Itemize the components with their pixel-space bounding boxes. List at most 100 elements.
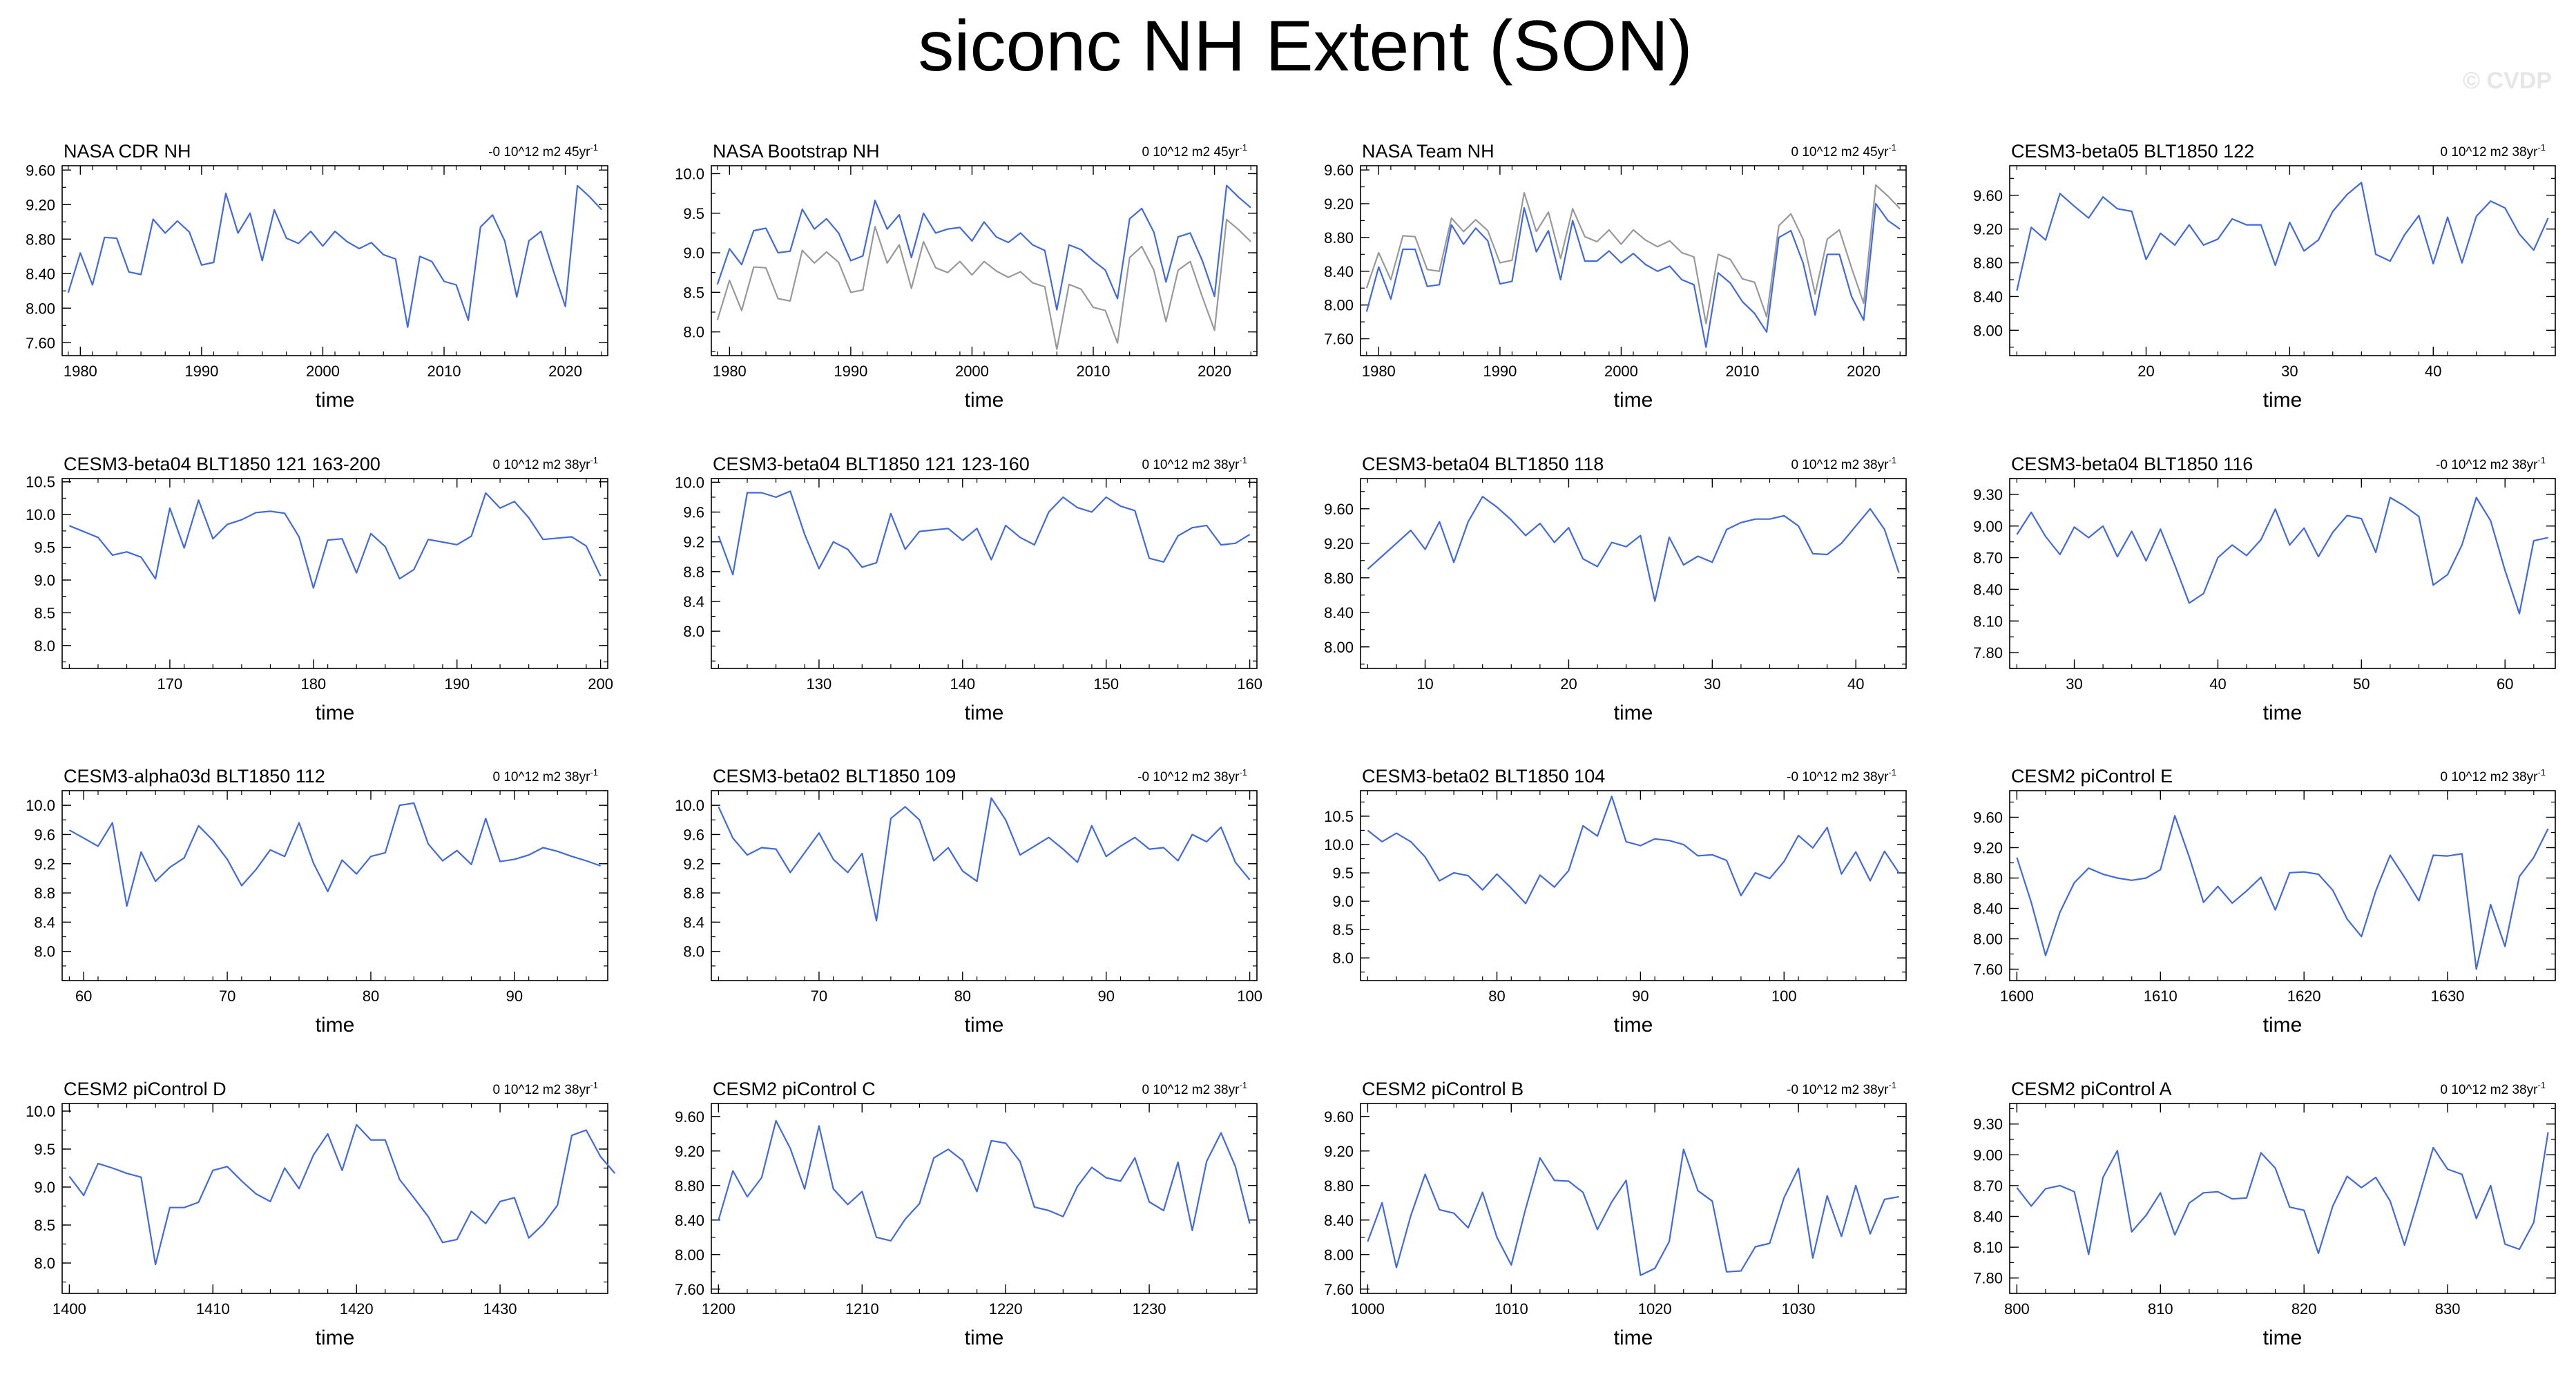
x-tick-label: 1210 [845,1300,879,1318]
panel-4: CESM3-beta05 BLT1850 122 0 10^12 m2 38yr-… [1973,141,2556,412]
trend-label: -0 10^12 m2 38yr-1 [1137,767,1247,784]
y-tick-label: 7.80 [1973,1270,2003,1287]
trend-value: 0 10^12 m2 45yr [1791,145,1889,160]
y-tick-label: 8.0 [34,637,55,655]
x-tick-label: 90 [1632,987,1649,1005]
x-tick-label: 80 [363,987,379,1005]
y-tick-label: 9.5 [683,205,704,222]
x-tick-label: 1030 [1782,1300,1816,1318]
y-tick-label: 8.8 [34,885,55,902]
y-tick-label: 10.0 [675,165,704,182]
panel-title: CESM3-beta04 BLT1850 116 [2011,454,2253,474]
x-tick-label: 1420 [340,1300,374,1318]
x-tick-label: 1000 [1351,1300,1385,1318]
trend-value: 0 10^12 m2 38yr [492,458,590,472]
trend-exponent: -1 [1239,455,1247,465]
series-line-1 [2016,497,2548,615]
trend-label: 0 10^12 m2 45yr-1 [1142,142,1247,160]
x-tick-label: 90 [1097,987,1114,1005]
y-tick-label: 8.00 [675,1246,704,1264]
x-tick-label: 90 [506,987,523,1005]
panel-14: CESM2 piControl C 0 10^12 m2 38yr-1 1200 12… [675,1079,1258,1349]
x-tick-label: 1980 [1362,363,1396,380]
x-axis-label: time [965,1014,1004,1037]
y-tick-label: 8.40 [26,265,55,282]
x-tick-label: 180 [300,675,326,693]
trend-exponent: -1 [2537,142,2546,153]
trend-exponent: -1 [1239,767,1247,778]
y-tick-label: 9.2 [34,856,55,873]
x-tick-label: 80 [1488,987,1505,1005]
trend-label: 0 10^12 m2 38yr-1 [492,1080,598,1097]
y-tick-label: 8.0 [34,943,55,961]
y-tick-label: 8.00 [1973,322,2003,339]
figure-title: siconc NH Extent (SON) [918,6,1692,86]
x-tick-label: 1200 [702,1300,736,1318]
x-tick-label: 2010 [1726,363,1760,380]
y-tick-label: 7.80 [1973,644,2003,662]
x-tick-label: 800 [2004,1300,2030,1318]
trend-label: 0 10^12 m2 45yr-1 [1791,142,1896,160]
trend-exponent: -1 [590,142,598,153]
y-tick-label: 9.60 [675,1108,704,1126]
series-line-1 [1367,1148,1899,1276]
y-tick-label: 9.20 [1324,1143,1354,1160]
panel-8: CESM3-beta04 BLT1850 116 -0 10^12 m2 38yr… [1973,454,2556,724]
series-line-1 [68,802,601,907]
panel-title: NASA Team NH [1362,141,1494,162]
trend-exponent: -1 [1888,455,1896,465]
panel-9: CESM3-alpha03d BLT1850 112 0 10^12 m2 38y… [26,766,608,1037]
y-tick-label: 9.20 [1973,221,2003,238]
trend-exponent: -1 [1888,142,1896,153]
trend-value: 0 10^12 m2 38yr [1142,1083,1240,1097]
x-tick-label: 20 [1560,675,1577,693]
x-tick-label: 1990 [834,363,867,380]
watermark-text: © CVDP [2463,68,2552,94]
y-tick-label: 7.60 [1973,961,2003,979]
x-tick-label: 80 [954,987,971,1005]
trend-value: 0 10^12 m2 45yr [1142,145,1240,160]
series-line-1 [1365,184,1901,325]
x-axis-label: time [1614,1327,1653,1349]
y-tick-label: 8.00 [1973,931,2003,948]
panel-5: CESM3-beta04 BLT1850 121 163-200 0 10^12 … [26,454,613,724]
panel-16: CESM2 piControl A 0 10^12 m2 38yr-1 800 810… [1973,1079,2556,1349]
trend-exponent: -1 [590,455,598,465]
plot-frame [711,1103,1258,1294]
y-tick-label: 8.80 [1324,229,1354,247]
y-tick-label: 8.80 [675,1177,704,1195]
x-tick-label: 170 [157,675,183,693]
y-tick-label: 8.0 [34,1255,55,1272]
y-tick-label: 9.00 [1973,1146,2003,1164]
y-tick-label: 8.80 [1973,870,2003,887]
panel-title: CESM2 piControl A [2011,1079,2172,1099]
x-tick-label: 60 [75,987,92,1005]
x-tick-label: 200 [588,675,613,693]
x-axis-label: time [2263,1014,2303,1037]
x-axis-label: time [316,702,355,724]
y-tick-label: 8.70 [1973,550,2003,567]
y-tick-label: 8.80 [1324,1177,1354,1195]
y-tick-label: 9.5 [1332,865,1354,882]
x-tick-label: 1220 [989,1300,1023,1318]
y-tick-label: 7.60 [1324,331,1354,348]
y-tick-label: 9.60 [1324,501,1354,518]
y-tick-label: 8.5 [1332,921,1354,938]
x-tick-label: 1980 [713,363,747,380]
panel-title: CESM3-beta04 BLT1850 121 123-160 [713,454,1030,474]
x-tick-label: 830 [2435,1300,2461,1318]
trend-exponent: -1 [2537,767,2546,778]
panel-2: NASA Bootstrap NH 0 10^12 m2 45yr-1 1980 19… [675,141,1258,412]
x-tick-label: 30 [2281,363,2298,380]
y-tick-label: 8.10 [1973,1239,2003,1256]
y-tick-label: 8.00 [1324,639,1354,656]
trend-exponent: -1 [1888,1080,1896,1090]
panel-title: CESM2 piControl D [64,1079,227,1099]
trend-value: 0 10^12 m2 38yr [2440,770,2538,784]
x-tick-label: 70 [219,987,236,1005]
x-axis-label: time [965,389,1004,412]
y-tick-label: 9.60 [1973,809,2003,827]
y-tick-label: 9.60 [1973,187,2003,204]
trend-value: 0 10^12 m2 38yr [1142,458,1240,472]
